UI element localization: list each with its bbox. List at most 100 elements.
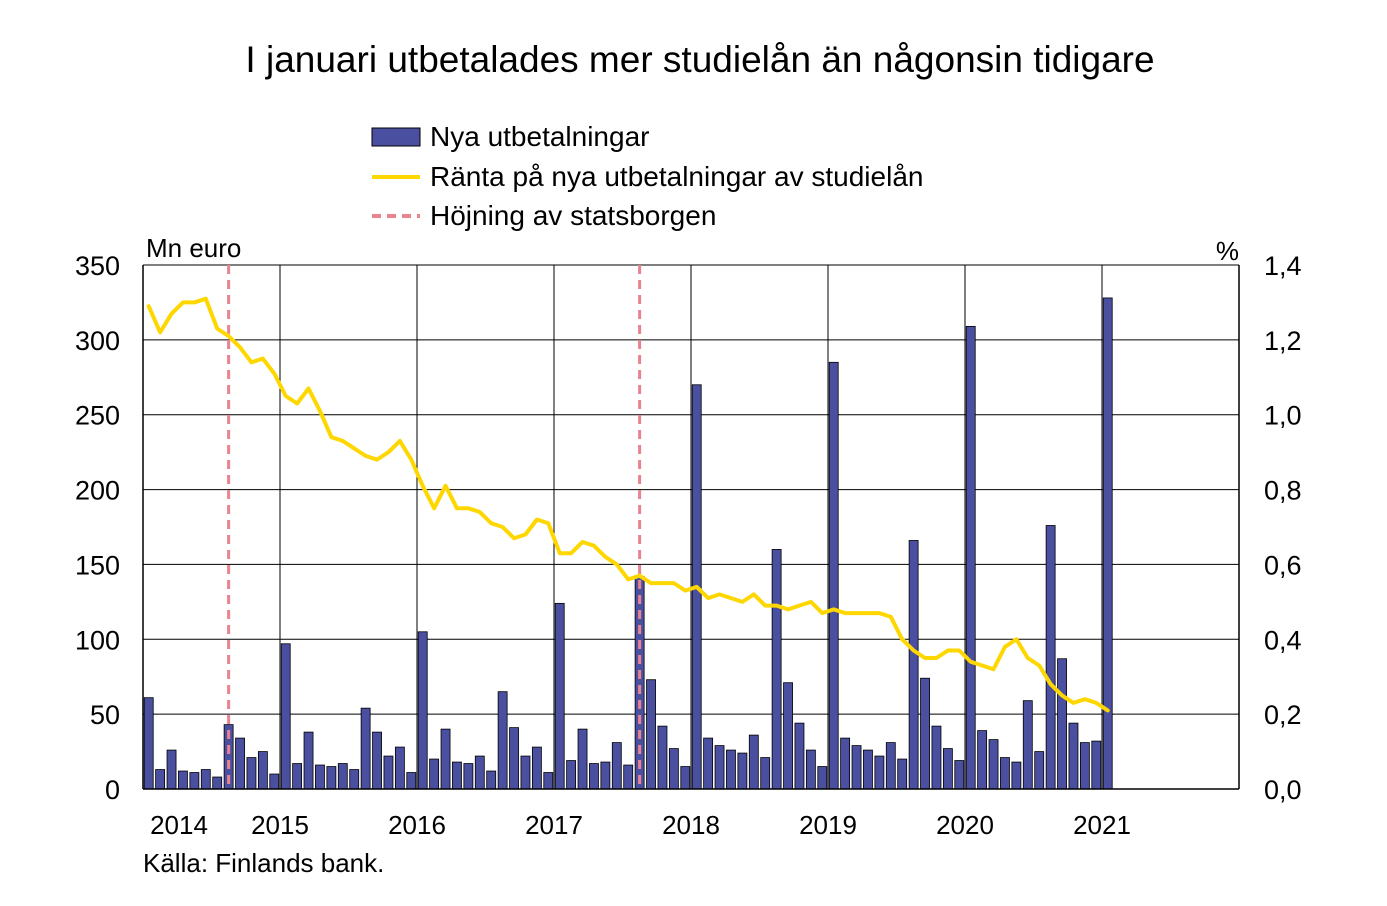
interest-rate-point bbox=[627, 578, 630, 581]
interest-rate-point bbox=[204, 297, 207, 300]
bar bbox=[840, 737, 851, 790]
bar bbox=[486, 770, 497, 790]
bar bbox=[394, 746, 405, 790]
interest-rate-point bbox=[992, 668, 995, 671]
x-tick-label: 2020 bbox=[936, 810, 994, 840]
interest-rate-point bbox=[684, 589, 687, 592]
gridlines bbox=[143, 264, 1239, 789]
bar bbox=[726, 749, 736, 790]
interest-rate-point bbox=[695, 586, 698, 588]
x-tick-label: 2018 bbox=[662, 810, 720, 840]
right-tick-label: 0,2 bbox=[1264, 700, 1302, 730]
left-tick-label: 350 bbox=[75, 251, 120, 281]
interest-rate-point bbox=[787, 608, 789, 611]
interest-rate-point bbox=[341, 440, 344, 442]
bar bbox=[166, 749, 177, 790]
bar bbox=[235, 737, 245, 790]
interest-rate-point bbox=[456, 507, 458, 510]
interest-rate-point bbox=[1049, 683, 1052, 685]
bar bbox=[794, 722, 805, 790]
interest-rate-line bbox=[146, 296, 1110, 713]
interest-rate-point bbox=[947, 649, 949, 652]
bar bbox=[863, 749, 873, 790]
bar bbox=[897, 758, 908, 790]
x-tick-label: 2015 bbox=[251, 810, 309, 840]
right-tick-label: 1,4 bbox=[1264, 251, 1302, 281]
right-tick-label: 0,4 bbox=[1264, 625, 1302, 655]
bar bbox=[1045, 525, 1056, 790]
bar bbox=[1000, 757, 1010, 790]
interest-rate-point bbox=[239, 346, 241, 349]
left-tick-label: 200 bbox=[75, 476, 120, 506]
interest-rate-point bbox=[810, 601, 812, 603]
right-axis-unit: % bbox=[1216, 236, 1239, 266]
chart-title: I januari utbetalades mer studielån än n… bbox=[245, 39, 1154, 80]
interest-rate-point bbox=[844, 612, 846, 614]
interest-rate-point bbox=[867, 612, 869, 614]
interest-rate-point bbox=[250, 361, 253, 364]
interest-rate-point bbox=[650, 582, 652, 584]
bar bbox=[589, 763, 599, 790]
marker-lines bbox=[227, 265, 642, 789]
interest-rate-point bbox=[969, 660, 972, 663]
interest-rate-point bbox=[376, 458, 378, 461]
bar bbox=[566, 760, 577, 790]
interest-rate-point bbox=[227, 335, 230, 337]
interest-rate-point bbox=[284, 395, 287, 397]
legend-swatch-bars bbox=[371, 127, 421, 147]
bar bbox=[748, 734, 759, 790]
bar bbox=[474, 755, 485, 790]
legend-label-marker: Höjning av statsborgen bbox=[430, 200, 716, 231]
interest-rate-point bbox=[410, 458, 413, 461]
bar bbox=[771, 549, 782, 790]
x-tick-label: 2017 bbox=[525, 810, 583, 840]
bar bbox=[920, 677, 930, 790]
interest-rate-point bbox=[147, 305, 150, 307]
interest-rate-point bbox=[821, 612, 824, 614]
bar bbox=[1102, 297, 1113, 790]
interest-rate-point bbox=[330, 436, 333, 438]
bar bbox=[497, 691, 508, 790]
bar bbox=[817, 766, 828, 790]
interest-rate-point bbox=[467, 507, 470, 510]
interest-rate-point bbox=[1038, 664, 1041, 667]
interest-rate-point bbox=[182, 301, 184, 304]
bar bbox=[851, 745, 862, 790]
interest-rate-point bbox=[764, 604, 767, 607]
bar bbox=[954, 760, 965, 790]
interest-rate-point bbox=[501, 526, 504, 528]
interest-rate-point bbox=[741, 601, 744, 603]
interest-rate-point bbox=[912, 649, 915, 652]
interest-rate-point bbox=[1026, 657, 1029, 659]
interest-rate-point bbox=[1106, 709, 1109, 712]
bar bbox=[634, 576, 645, 790]
bar bbox=[155, 769, 166, 790]
interest-rate-point bbox=[433, 507, 435, 510]
interest-rate-point bbox=[536, 518, 538, 521]
bar bbox=[577, 728, 588, 790]
interest-rate-point bbox=[421, 485, 424, 487]
bar bbox=[1034, 751, 1045, 790]
interest-rate-point bbox=[364, 455, 367, 457]
bar bbox=[988, 739, 999, 790]
bar bbox=[303, 731, 314, 790]
x-tick-label: 2014 bbox=[150, 810, 208, 840]
interest-rate-point bbox=[387, 451, 390, 453]
bar bbox=[874, 755, 885, 790]
bar bbox=[429, 758, 440, 790]
bar bbox=[246, 757, 257, 790]
right-tick-label: 1,0 bbox=[1264, 401, 1302, 431]
interest-rate-point bbox=[524, 533, 527, 536]
interest-rate-point bbox=[958, 649, 961, 652]
left-tick-label: 50 bbox=[90, 700, 120, 730]
legend-label-bars: Nya utbetalningar bbox=[430, 121, 649, 152]
bar bbox=[212, 776, 223, 790]
interest-rate-point bbox=[353, 447, 356, 450]
bar bbox=[326, 766, 337, 790]
bar bbox=[178, 770, 188, 790]
interest-rate-point bbox=[1061, 694, 1063, 697]
interest-rate-point bbox=[273, 372, 276, 375]
interest-rate-point bbox=[307, 387, 310, 390]
bar bbox=[315, 764, 325, 790]
bar-series bbox=[143, 297, 1113, 790]
